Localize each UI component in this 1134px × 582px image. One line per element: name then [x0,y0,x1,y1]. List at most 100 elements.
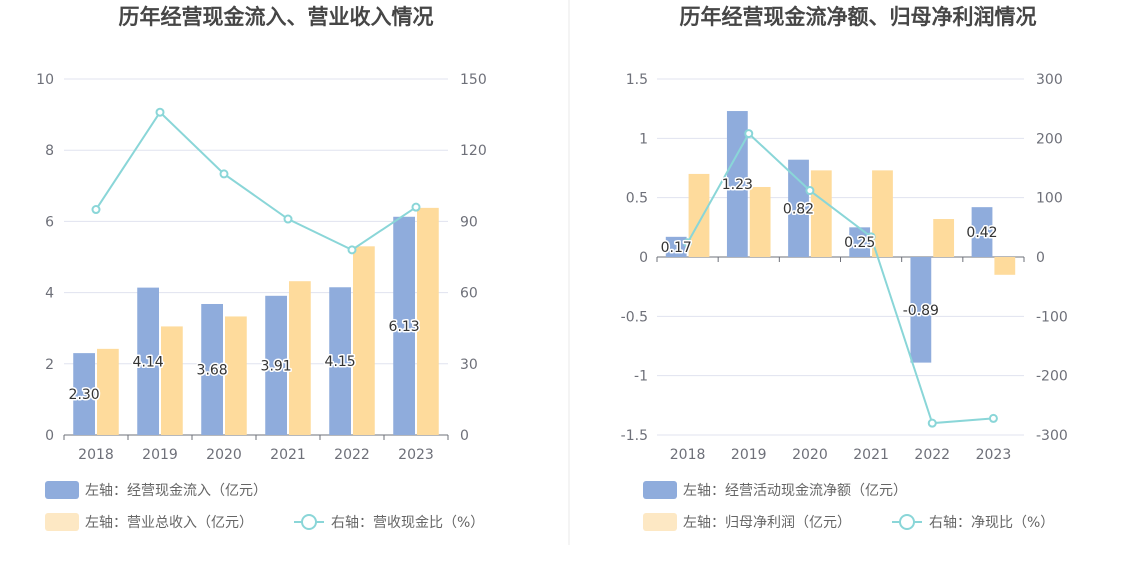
bar-series-2 [417,207,439,435]
line-point [866,232,876,242]
bar-data-label: -0.89 [903,303,939,319]
bar-series-1 [726,111,748,257]
x-category-label: 2018 [78,447,114,463]
y-left-tick-label: 0 [45,428,54,444]
bar-data-label: 0.82 [783,201,814,217]
bar-series-1 [201,303,223,435]
bar-series-1 [665,236,687,257]
bar-series-1 [329,287,351,435]
bar-series-2 [688,173,710,257]
bar-series-2 [749,186,771,257]
y-left-tick-label: 1 [639,131,648,147]
legend-swatch-blue [45,481,79,499]
bar-series-2 [161,326,183,435]
line-point [411,202,421,212]
y-right-tick-label: 0 [1036,250,1045,266]
legend-swatch-orange [45,513,79,531]
legend-swatch-blue [643,481,677,499]
line-point [219,169,229,179]
line-point [927,418,937,428]
line-point [805,186,815,196]
x-category-label: 2023 [976,447,1012,463]
bar-data-label: 4.15 [325,354,356,370]
bar-series-2 [872,170,893,257]
legend-label: 左轴：经营现金流入（亿元） [85,483,267,499]
y-left-tick-label: 0.5 [626,191,648,207]
line-series [686,131,994,425]
bar-series-1 [971,207,993,257]
bar-data-label: 4.14 [133,354,164,370]
y-left-tick-label: 1.5 [626,72,648,88]
legend-label: 右轴：净现比（%） [929,515,1054,531]
bar-series-1 [73,353,95,435]
bar-data-label: 6.13 [389,319,420,335]
y-right-tick-label: 200 [1036,131,1063,147]
x-category-label: 2019 [142,447,178,463]
y-left-tick-label: 10 [36,72,54,88]
bar-series-1 [910,257,932,363]
bar-series-2 [353,246,375,435]
bar-data-label: 1.23 [722,177,753,193]
y-right-tick-label: 30 [460,357,478,373]
bar-data-label: 3.68 [197,362,228,378]
bar-series-1 [849,227,871,257]
bar-series-1 [137,287,159,435]
y-left-tick-label: 0 [639,250,648,266]
chart-title-left: 历年经营现金流入、营业收入情况 [119,5,434,29]
legend-label: 右轴：营收现金比（%） [331,515,484,531]
bar-series-1 [393,216,415,435]
bar-data-label: 3.91 [261,358,292,374]
x-category-label: 2020 [792,447,828,463]
x-category-label: 2021 [270,447,306,463]
line-point [683,238,693,248]
line-point [283,214,293,224]
line-point [988,413,998,423]
y-left-tick-label: 8 [45,143,54,159]
line-point [744,129,754,139]
legend-swatch-marker [899,514,915,530]
y-left-tick-label: 2 [45,357,54,373]
line-point [91,205,101,215]
bar-series-2 [289,281,311,435]
legend-swatch-marker [301,514,317,530]
y-right-tick-label: 120 [460,143,487,159]
bar-series-2 [810,170,832,257]
y-left-tick-label: -1 [634,369,648,385]
bar-series-2 [994,257,1016,275]
y-left-tick-label: 6 [45,214,54,230]
y-left-tick-label: -0.5 [621,309,648,325]
bar-data-label: 0.17 [661,240,692,256]
y-right-tick-label: 150 [460,72,487,88]
bar-series-2 [225,316,247,435]
x-category-label: 2022 [914,447,950,463]
x-category-label: 2020 [206,447,242,463]
bar-series-2 [933,219,955,257]
y-right-tick-label: 0 [460,428,469,444]
bar-series-1 [265,295,287,435]
x-category-label: 2018 [670,447,706,463]
legend-label: 左轴：营业总收入（亿元） [85,515,253,531]
y-right-tick-label: 60 [460,286,478,302]
y-left-tick-label: 4 [45,286,54,302]
x-category-label: 2022 [334,447,370,463]
bar-data-label: 2.30 [69,387,100,403]
y-right-tick-label: 300 [1036,72,1063,88]
line-series [95,110,417,252]
line-point [347,245,357,255]
x-category-label: 2019 [731,447,767,463]
line-point [155,107,165,117]
bar-series-2 [97,348,119,435]
y-right-tick-label: -300 [1036,428,1068,444]
chart-right: -1.5 -300 -1 -200 -0.5 -100 0 0 0.5 100 1 200 1.5 300… [621,72,1068,531]
y-left-tick-label: -1.5 [621,428,648,444]
y-right-tick-label: 100 [1036,191,1063,207]
y-right-tick-label: 90 [460,214,478,230]
chart-left: 0 0 2 30 4 60 6 90 8 120 10 150 2018 2019 2020 2021 2022… [36,72,487,531]
chart-title-right: 历年经营现金流净额、归母净利润情况 [680,5,1037,29]
y-right-tick-label: -100 [1036,309,1068,325]
bar-data-label: 0.25 [844,235,875,251]
x-category-label: 2023 [398,447,434,463]
y-right-tick-label: -200 [1036,369,1068,385]
legend-label: 左轴：经营活动现金流净额（亿元） [683,483,907,499]
